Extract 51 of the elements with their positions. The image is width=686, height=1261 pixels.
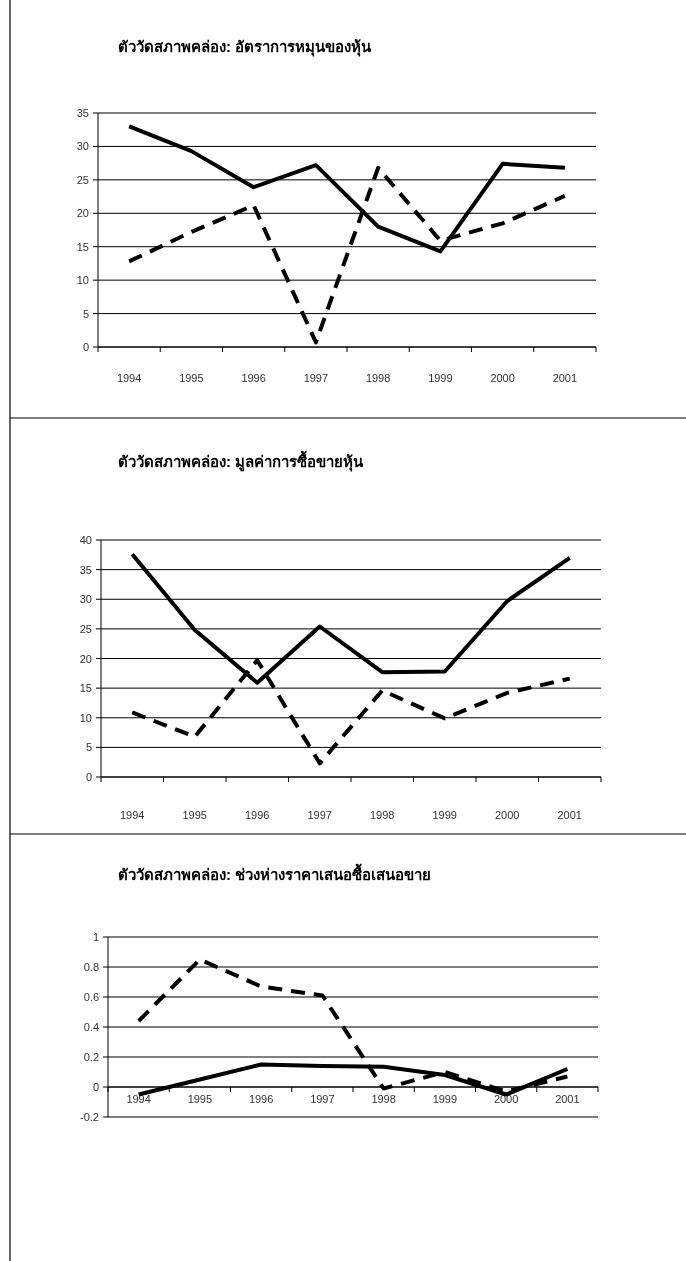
y-tick-label: 15 [79,682,92,695]
y-tick-label: 25 [76,173,89,186]
chart-title: ตัววัดสภาพคล่อง: ช่วงห่างราคาเสนอซื้อเสนอขาย [118,863,432,883]
x-tick-label: 1999 [432,809,457,821]
y-tick-label: 35 [76,107,89,119]
y-tick-label: 0.4 [83,1021,99,1033]
y-tick-label: 35 [79,563,92,576]
x-tick-label: 1995 [187,1093,213,1105]
x-tick-label: 2000 [493,1093,519,1105]
y-tick-label: 10 [79,711,92,724]
y-tick-label: 0.8 [83,961,99,973]
x-tick-label: 1996 [248,1093,274,1105]
y-tick-label: 20 [79,652,92,665]
x-tick-label: 1998 [371,1093,396,1105]
x-tick-label: 2001 [555,1093,580,1105]
chart-title: ตัววัดสภาพคล่อง: อัตราการหมุนของหุ้น [118,38,373,57]
x-tick-label: 1998 [370,809,395,821]
y-tick-label: 10 [76,274,89,287]
y-tick-label: -0.2 [80,1111,99,1123]
y-tick-label: 20 [76,207,89,220]
x-tick-label: 1999 [428,372,453,384]
y-tick-label: 0.2 [83,1051,99,1063]
x-tick-label: 1997 [303,372,329,384]
y-tick-label: 5 [85,741,92,754]
x-tick-label: 1994 [120,809,145,821]
x-tick-label: 1994 [126,1093,151,1105]
x-tick-label: 2000 [495,809,520,821]
x-tick-label: 1999 [432,1093,458,1105]
y-tick-label: 40 [79,534,92,546]
y-tick-label: 25 [79,622,92,635]
y-tick-label: 1 [92,931,99,943]
y-tick-label: 15 [76,240,89,253]
y-tick-label: 0 [85,771,92,783]
x-tick-label: 2001 [552,372,578,384]
x-tick-label: 1996 [241,372,266,384]
x-tick-label: 1995 [182,809,207,821]
x-tick-label: 1997 [307,809,332,821]
y-tick-label: 30 [79,593,92,606]
x-tick-label: 1996 [245,809,270,821]
x-tick-label: 2001 [557,809,582,821]
x-tick-label: 1997 [310,1093,335,1105]
y-tick-label: 0 [92,1081,99,1093]
x-tick-label: 1998 [365,372,391,384]
y-tick-label: 5 [82,307,89,320]
x-tick-label: 1994 [116,372,142,384]
x-tick-label: 1995 [179,372,204,384]
y-tick-label: 30 [76,140,89,153]
y-tick-label: 0.6 [83,991,99,1003]
x-tick-label: 2000 [490,372,515,384]
chart-title: ตัววัดสภาพคล่อง: มูลค่าการซื้อขายหุ้น [118,450,365,472]
y-tick-label: 0 [82,341,89,353]
